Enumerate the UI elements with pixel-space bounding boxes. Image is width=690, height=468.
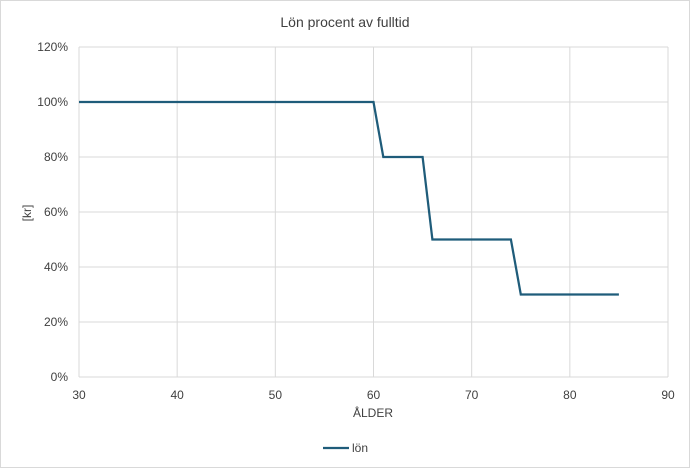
x-tick-label: 40: [170, 388, 184, 402]
y-tick-label: 0%: [51, 370, 69, 384]
legend: lön: [323, 441, 368, 455]
x-axis-tick-labels: 30 40 50 60 70 80 90: [72, 388, 675, 402]
x-tick-label: 50: [269, 388, 283, 402]
x-tick-label: 60: [367, 388, 381, 402]
y-tick-label: 20%: [44, 315, 68, 329]
x-tick-label: 90: [661, 388, 675, 402]
series-lines: [79, 100, 619, 296]
y-tick-label: 120%: [37, 40, 68, 54]
legend-label: lön: [352, 441, 368, 455]
x-tick-label: 80: [563, 388, 577, 402]
x-tick-label: 70: [465, 388, 479, 402]
x-axis-label: ÅLDER: [353, 405, 393, 420]
y-tick-label: 80%: [44, 150, 68, 164]
y-axis-label: [kr]: [20, 205, 34, 222]
series-line-lon: [79, 100, 619, 296]
y-tick-label: 100%: [37, 95, 68, 109]
y-axis-tick-labels: 0% 20% 40% 60% 80% 100% 120%: [37, 40, 68, 384]
x-tick-label: 30: [72, 388, 86, 402]
y-tick-label: 40%: [44, 260, 68, 274]
chart-title: Lön procent av fulltid: [280, 14, 409, 30]
y-tick-label: 60%: [44, 205, 68, 219]
